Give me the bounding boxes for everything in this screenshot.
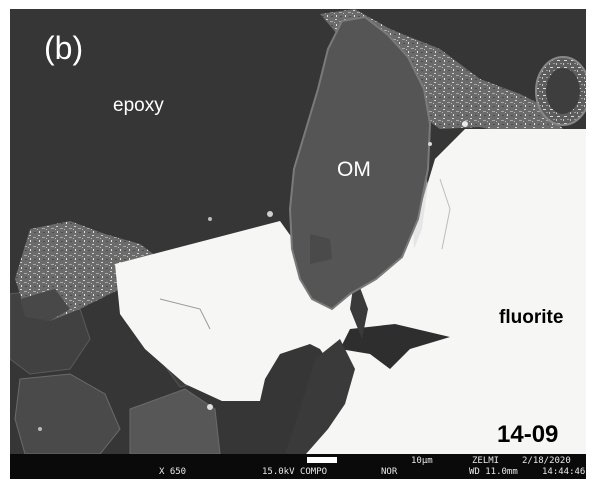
scan-mode: NOR xyxy=(381,467,398,477)
detector-mode: COMPO xyxy=(299,467,328,477)
scale-bar-label: 10µm xyxy=(411,456,433,466)
lower-mid-grain xyxy=(129,388,221,454)
organic-matter-label: OM xyxy=(337,158,371,181)
fluorite-label: fluorite xyxy=(499,307,564,328)
sem-micrograph-image xyxy=(10,9,586,454)
magnification: X 650 xyxy=(159,467,187,477)
working-distance: WD 11.0mm xyxy=(469,467,518,477)
scale-bar xyxy=(307,457,337,463)
lab-name: ZELMI xyxy=(472,456,500,466)
organic-matter-grain xyxy=(288,15,432,311)
acquisition-time: 14:44:46 xyxy=(542,467,586,477)
fracture-void-1 xyxy=(340,324,450,369)
accelerating-voltage: 15.0kV xyxy=(262,467,295,477)
epoxy-label: epoxy xyxy=(113,95,164,116)
sem-databar: 10µm ZELMI 2/18/2020 X 650 15.0kV COMPO … xyxy=(10,454,586,479)
panel-label: (b) xyxy=(44,30,84,66)
fracture-void-2 xyxy=(285,339,355,454)
lower-left-grain-2 xyxy=(14,373,121,454)
acquisition-date: 2/18/2020 xyxy=(522,456,571,466)
accelerating-voltage-and-detector: 15.0kV COMPO xyxy=(262,468,327,477)
sample-id-label: 14-09 xyxy=(497,421,559,448)
